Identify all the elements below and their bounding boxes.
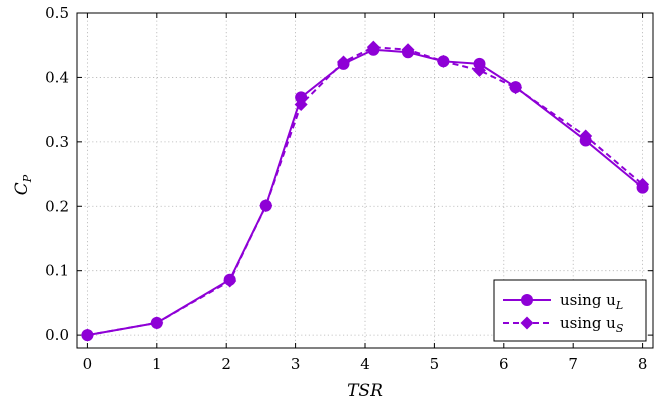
svg-text:CP: CP	[12, 174, 34, 195]
y-axis: 0.0 0.1 0.2 0.3 0.4 0.5	[45, 4, 653, 344]
x-tick-label: 0	[83, 355, 93, 373]
legend-entry: using uS	[503, 314, 624, 335]
data-point	[636, 177, 650, 191]
x-tick-label: 4	[360, 355, 370, 373]
y-tick-label: 0.5	[45, 4, 69, 22]
y-tick-label: 0.2	[45, 197, 69, 215]
x-tick-label: 2	[221, 355, 231, 373]
data-point	[223, 274, 237, 288]
x-tick-label: 8	[638, 355, 648, 373]
legend-marker	[521, 294, 533, 306]
data-point	[80, 328, 94, 342]
x-tick-label: 5	[430, 355, 440, 373]
x-tick-label: 7	[568, 355, 578, 373]
legend-marker	[520, 316, 534, 330]
legend-label: using uS	[560, 314, 624, 335]
legend-entry: using uL	[503, 291, 623, 312]
data-point	[509, 81, 523, 95]
data-point	[259, 199, 273, 213]
x-tick-label: 1	[152, 355, 162, 373]
data-point	[294, 97, 308, 111]
data-point	[401, 43, 415, 57]
data-point	[150, 316, 164, 330]
y-tick-label: 0.3	[45, 133, 69, 151]
data-point	[336, 55, 350, 69]
grid	[77, 12, 653, 348]
series-group	[80, 40, 650, 342]
data-point	[436, 54, 450, 68]
y-tick-label: 0.4	[45, 68, 69, 86]
y-tick-label: 0.1	[45, 262, 69, 280]
data-point	[579, 129, 593, 143]
y-tick-label: 0.0	[45, 326, 69, 344]
y-axis-label: CP	[12, 174, 34, 195]
x-tick-label: 3	[291, 355, 301, 373]
x-axis-label: TSR	[347, 381, 383, 401]
y-axis-label-sub: P	[21, 174, 34, 183]
data-point	[473, 63, 487, 77]
legend-label: using uL	[560, 291, 623, 312]
x-tick-label: 6	[499, 355, 509, 373]
legend-box	[493, 279, 647, 342]
x-axis: 0 1 2 3 4 5 6 7 8	[83, 13, 648, 373]
y-axis-label-main: C	[12, 182, 32, 195]
data-point	[366, 40, 380, 54]
series-s	[80, 40, 650, 342]
